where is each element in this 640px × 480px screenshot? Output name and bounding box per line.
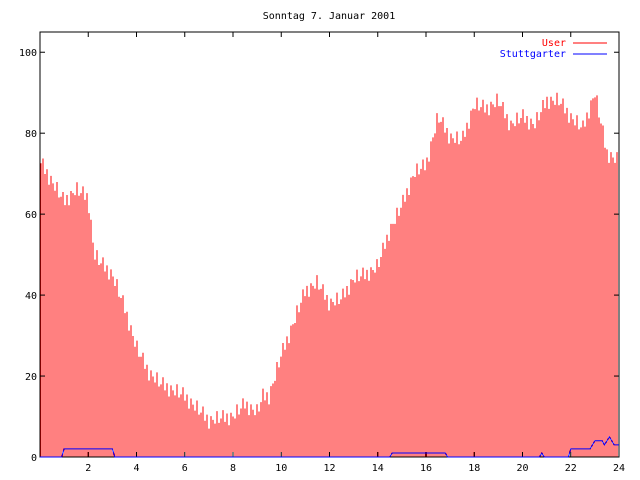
y-tick-label: 40 [25,291,37,302]
chart-title: Sonntag 7. Januar 2001 [263,11,395,22]
legend-label-stuttgarter: Stuttgarter [500,49,566,60]
x-tick-label: 14 [372,463,384,474]
legend: User Stuttgarter [500,38,607,60]
x-tick-label: 4 [133,463,139,474]
x-tick-label: 20 [516,463,528,474]
x-tick-label: 18 [468,463,480,474]
y-tick-label: 60 [25,210,37,221]
stuttgarter-series [40,435,619,458]
y-tick-label: 0 [31,453,37,464]
x-tick-label: 12 [323,463,335,474]
x-tick-label: 24 [613,463,625,474]
x-tick-label: 22 [565,463,577,474]
x-tick-label: 16 [420,463,432,474]
y-tick-label: 20 [25,372,37,383]
user-impulses [40,92,618,457]
x-tick-label: 6 [182,463,188,474]
y-tick-label: 80 [25,129,37,140]
x-tick-label: 10 [275,463,287,474]
stuttgarter-line [40,435,619,458]
x-tick-label: 2 [85,463,91,474]
legend-label-user: User [542,38,566,49]
y-tick-label: 100 [19,48,37,59]
x-tick-label: 8 [230,463,236,474]
